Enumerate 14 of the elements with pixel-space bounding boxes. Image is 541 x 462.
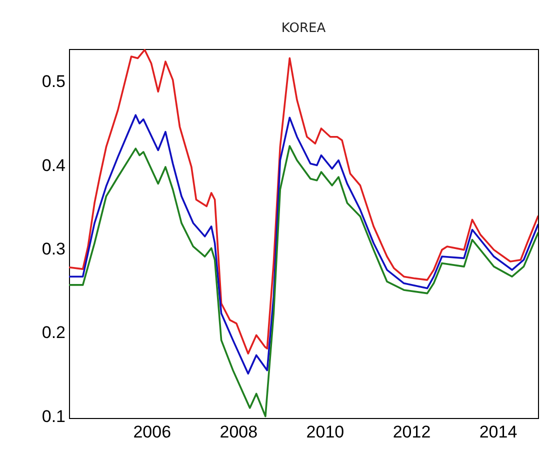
y-tick-label: 0.4 xyxy=(42,156,66,175)
line-series xyxy=(69,145,538,418)
y-tick-label: 0.1 xyxy=(42,406,66,426)
x-tick-label: 2010 xyxy=(306,422,344,442)
chart-title: KOREA xyxy=(281,21,326,36)
x-tick-label: 2014 xyxy=(479,422,518,442)
x-tick-label: 2012 xyxy=(392,422,431,442)
y-tick-label: 0.2 xyxy=(42,323,66,342)
y-tick-label: 0.3 xyxy=(42,239,66,258)
line-series xyxy=(69,49,538,354)
line-series xyxy=(69,114,538,375)
x-tick-label: 2006 xyxy=(133,422,172,442)
y-tick-label: 0.5 xyxy=(42,72,66,92)
x-tick-label: 2008 xyxy=(220,422,258,442)
